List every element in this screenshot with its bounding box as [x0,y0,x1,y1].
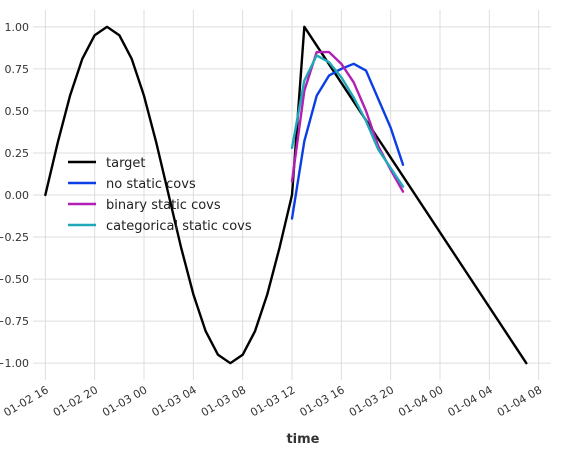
x-tick-label: 01-03 08 [199,383,248,419]
legend-label: target [106,156,146,171]
y-tick-label: −0.75 [0,315,29,328]
x-tick-label: 01-03 16 [297,383,346,419]
y-tick-label: 1.00 [5,21,30,34]
y-tick-label: −0.50 [0,273,29,286]
x-tick-label: 01-04 04 [445,383,494,419]
y-tick-label: −1.00 [0,357,29,370]
legend-label: categorical static covs [106,219,252,234]
x-tick-label: 01-03 12 [248,383,297,419]
y-tick-label: 0.00 [5,189,30,202]
legend-label: no static covs [106,177,196,192]
x-tick-label: 01-04 08 [495,383,544,419]
x-tick-label: 01-04 00 [396,383,445,419]
x-tick-label: 01-03 04 [149,383,198,419]
y-tick-label: 0.75 [5,63,30,76]
x-axis-tick-labels: 01-02 16 01-02 20 01-03 00 01-03 04 01-03 08… [1,383,544,419]
x-axis-title: time [286,432,319,447]
y-tick-label: 0.25 [5,147,30,160]
y-tick-label: −0.25 [0,231,29,244]
y-axis-tick-labels: 1.00 0.75 0.50 0.25 0.00 −0.25 −0.50 −0.75 −1.00 [0,21,29,370]
x-tick-label: 01-02 16 [1,383,50,419]
x-tick-label: 01-03 20 [347,383,396,419]
y-tick-label: 0.50 [5,105,30,118]
x-tick-label: 01-03 00 [100,383,149,419]
legend-label: binary static covs [106,198,221,213]
x-tick-label: 01-02 20 [51,383,100,419]
